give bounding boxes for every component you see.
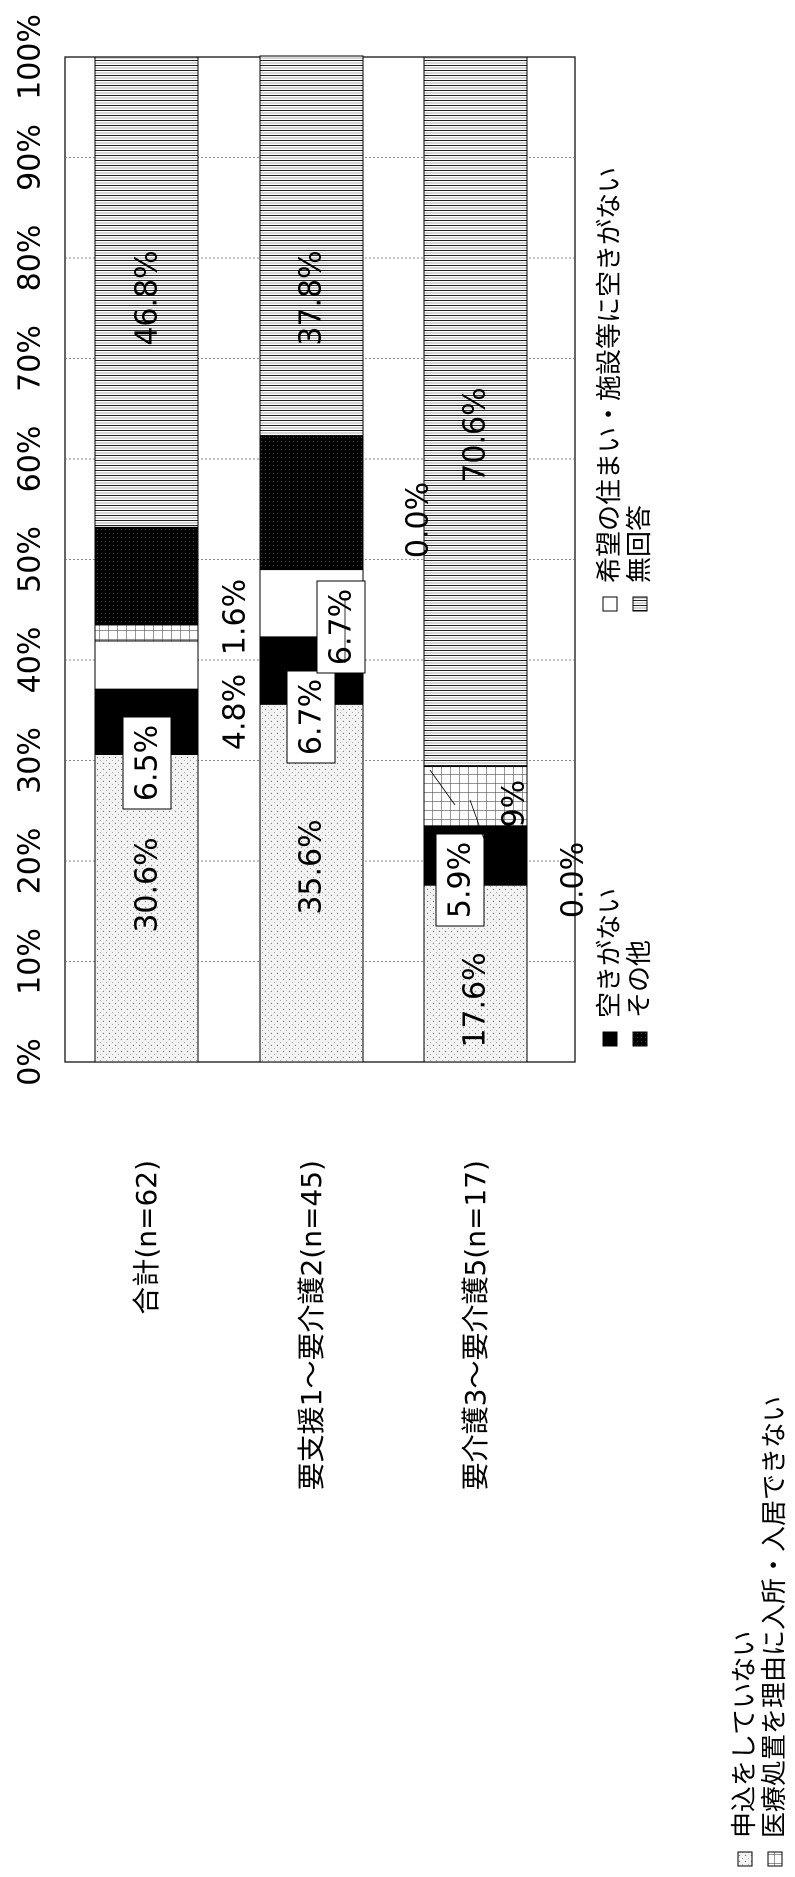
data-label: 5.9% <box>497 780 532 856</box>
data-label: 17.6% <box>458 952 493 1047</box>
legend-item: 申込をしていない <box>730 1631 760 1867</box>
data-label: 4.8% <box>218 674 253 750</box>
legend-item: 医療処置を理由に入所・入居できない <box>760 1396 790 1867</box>
data-label-box <box>122 716 172 810</box>
x-tick-label: 10% <box>13 928 48 995</box>
x-tick-label: 40% <box>13 627 48 694</box>
data-label: 5.9% <box>443 842 478 918</box>
legend-swatch <box>602 1031 618 1047</box>
leader-line <box>174 694 181 741</box>
bar-segment <box>94 624 199 642</box>
data-label: 6.7% <box>294 679 329 755</box>
legend-label: 空きがない <box>595 888 625 1018</box>
legend-label: 医療処置を理由に入所・入居できない <box>760 1396 790 1838</box>
legend-label: その他 <box>625 940 655 1018</box>
data-label: 30.6% <box>130 837 165 932</box>
leader-line <box>429 769 456 806</box>
bar-segment <box>94 526 199 626</box>
bar-segment <box>423 56 528 768</box>
legend-item: 無回答 <box>625 505 655 612</box>
legend-swatch <box>737 1851 753 1867</box>
data-label: 70.6% <box>458 387 493 482</box>
data-label-box <box>286 670 336 764</box>
category-label: 要介護3～要介護5(n=17) <box>459 1160 492 1490</box>
data-label: 6.5% <box>130 725 165 801</box>
data-label: 0.0% <box>401 482 436 558</box>
data-label: 46.8% <box>130 250 165 345</box>
legend-item: 空きがない <box>595 888 625 1047</box>
bar-segment <box>94 640 199 690</box>
legend-swatch <box>602 596 618 612</box>
category-label: 要支援1～要介護2(n=45) <box>295 1160 328 1490</box>
legend-swatch <box>767 1851 783 1867</box>
legend: 申込をしていない 空きがない 希望の住まい・施設等に空きがない医療処置を理由に入所・… <box>595 167 790 1867</box>
bar-segment <box>94 56 199 528</box>
x-tick-label: 50% <box>13 526 48 593</box>
legend-item: その他 <box>625 940 655 1047</box>
bar-segment <box>259 703 364 1063</box>
data-label: 0.0% <box>556 842 591 918</box>
x-tick-label: 70% <box>13 325 48 392</box>
data-label: 35.6% <box>294 819 329 914</box>
x-tick-label: 30% <box>13 727 48 794</box>
data-label: 37.8% <box>294 250 329 345</box>
bar-group <box>423 56 528 1063</box>
legend-item: 希望の住まい・施設等に空きがない <box>595 167 625 612</box>
x-tick-label: 90% <box>13 124 48 191</box>
x-tick-label: 20% <box>13 828 48 895</box>
data-label-box <box>316 580 366 674</box>
x-tick-label: 100% <box>13 14 48 100</box>
legend-swatch <box>632 1031 648 1047</box>
legend-label: 無回答 <box>625 505 655 583</box>
leader-line <box>469 799 489 851</box>
x-tick-label: 0% <box>13 1038 48 1086</box>
plot-area: 0% 10% 20% 30% 40% 50% 60% 70% 80% 90% 100% 合計(n=62… <box>13 14 591 1490</box>
category-label: 合計(n=62) <box>130 1160 163 1315</box>
data-label: 1.6% <box>218 579 253 655</box>
legend-label: 申込をしていない <box>730 1631 760 1838</box>
legend-label: 希望の住まい・施設等に空きがない <box>595 167 625 583</box>
x-tick-label: 80% <box>13 225 48 292</box>
x-tick-label: 60% <box>13 426 48 493</box>
data-label-box <box>435 833 485 927</box>
data-label: 6.7% <box>324 589 359 665</box>
bar-segment <box>259 435 364 571</box>
legend-swatch <box>632 596 648 612</box>
bar-segment <box>259 55 364 437</box>
